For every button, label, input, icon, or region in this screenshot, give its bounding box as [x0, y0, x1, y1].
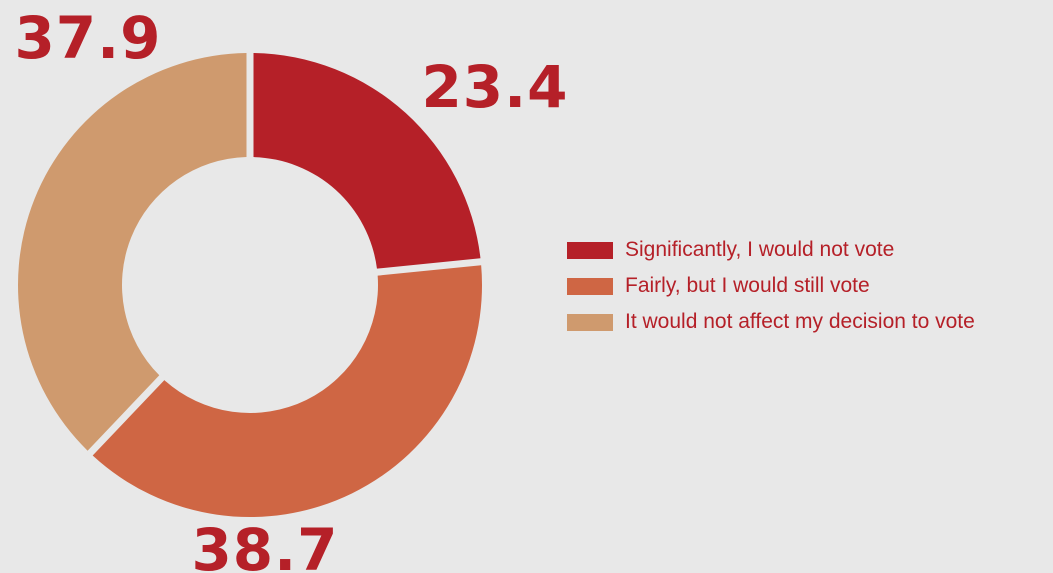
- legend-label: Fairly, but I would still vote: [625, 274, 870, 297]
- slice-value-label: 23.4: [421, 53, 568, 121]
- legend-swatch: [567, 277, 613, 295]
- legend-item: It would not affect my decision to vote: [567, 307, 975, 337]
- legend-swatch: [567, 313, 613, 331]
- slice-value-label: 38.7: [191, 516, 338, 573]
- legend-item: Significantly, I would not vote: [567, 235, 975, 265]
- legend-item: Fairly, but I would still vote: [567, 271, 975, 301]
- donut-slice: [17, 53, 247, 451]
- donut-slice: [92, 265, 482, 517]
- slice-value-label: 37.9: [14, 4, 161, 72]
- legend-label: It would not affect my decision to vote: [625, 310, 975, 333]
- legend-swatch: [567, 241, 613, 259]
- donut-slice: [253, 53, 481, 269]
- legend-label: Significantly, I would not vote: [625, 238, 895, 261]
- legend: Significantly, I would not vote Fairly, …: [567, 235, 975, 343]
